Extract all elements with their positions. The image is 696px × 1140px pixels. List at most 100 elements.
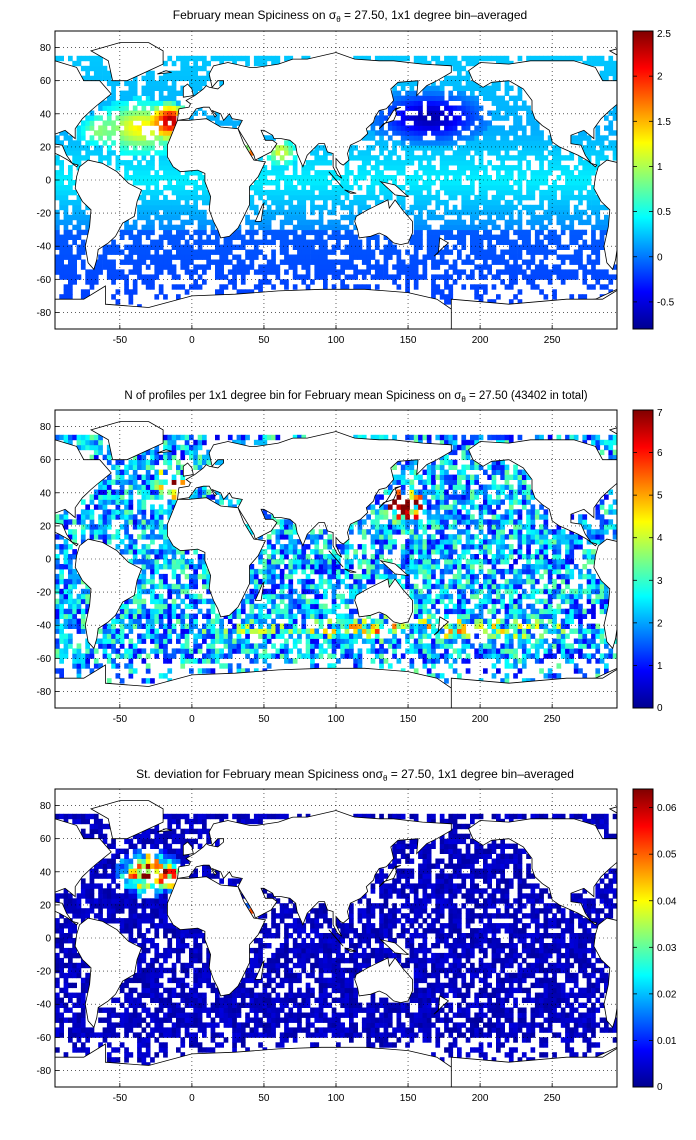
heatmap-cell [595, 658, 601, 664]
heatmap-cell [253, 209, 259, 216]
heatmap-cell [496, 274, 501, 280]
heatmap-cell [163, 554, 168, 560]
heatmap-cell [119, 259, 125, 265]
heatmap-cell [353, 239, 358, 245]
heatmap-cell [137, 259, 142, 265]
heatmap-cell [591, 204, 596, 211]
heatmap-cell [400, 115, 406, 121]
heatmap-cell [275, 564, 281, 570]
heatmap-cell [569, 170, 575, 176]
heatmap-cell [145, 175, 151, 181]
heatmap-cell [314, 219, 320, 226]
heatmap-cell [331, 573, 337, 580]
heatmap-cell [569, 269, 575, 275]
heatmap-cell [275, 628, 281, 634]
heatmap-cell [560, 165, 566, 171]
heatmap-cell [284, 643, 289, 649]
heatmap-cell [435, 105, 441, 111]
heatmap-cell [565, 155, 570, 161]
heatmap-cell [448, 564, 454, 570]
heatmap-cell [236, 613, 242, 619]
heatmap-cell [422, 568, 428, 575]
heatmap-cell [534, 643, 540, 649]
heatmap-cell [513, 633, 518, 639]
heatmap-cell [137, 95, 142, 101]
heatmap-cell [413, 239, 419, 245]
heatmap-cell [171, 603, 177, 610]
heatmap-cell [478, 140, 484, 146]
heatmap-cell [284, 160, 289, 166]
heatmap-cell [400, 140, 406, 146]
heatmap-cell [331, 648, 337, 654]
heatmap-cell [457, 219, 462, 226]
heatmap-cell [543, 234, 549, 240]
heatmap-cell [586, 554, 592, 560]
heatmap-cell [392, 643, 397, 649]
heatmap-cell [150, 204, 155, 211]
heatmap-cell [141, 204, 147, 211]
heatmap-cell [314, 160, 320, 166]
heatmap-cell [448, 593, 454, 600]
heatmap-cell [374, 648, 380, 654]
heatmap-cell [521, 170, 527, 176]
heatmap-cell [448, 105, 454, 111]
heatmap-cell [215, 289, 220, 295]
heatmap-cell [474, 239, 479, 245]
heatmap-cell [215, 259, 220, 265]
heatmap-cell [271, 199, 276, 206]
heatmap-cell [565, 598, 570, 605]
heatmap-cell [106, 274, 112, 280]
heatmap-cell [154, 613, 160, 619]
heatmap-cell [361, 170, 367, 176]
heatmap-cell [366, 648, 371, 654]
heatmap-cell [539, 204, 544, 211]
heatmap-cell [167, 130, 173, 136]
heatmap-cell [431, 80, 436, 87]
heatmap-cell [604, 214, 609, 221]
heatmap-cell [361, 628, 367, 634]
heatmap-cell [249, 618, 255, 624]
heatmap-cell [530, 219, 536, 226]
heatmap-cell [189, 194, 194, 201]
heatmap-cell [301, 279, 307, 285]
heatmap-cell [301, 274, 307, 280]
heatmap-cell [163, 199, 168, 206]
heatmap-cell [171, 199, 177, 206]
heatmap-cell [128, 135, 134, 141]
heatmap-cell [422, 165, 428, 171]
heatmap-cell [604, 115, 609, 121]
heatmap-cell [59, 239, 64, 245]
heatmap-cell [405, 145, 410, 151]
heatmap-cell [500, 618, 505, 624]
heatmap-cell [63, 189, 69, 196]
heatmap-cell [517, 568, 523, 575]
heatmap-cell [253, 603, 259, 610]
heatmap-cell [504, 85, 510, 91]
heatmap-cell [496, 95, 501, 101]
heatmap-cell [80, 125, 86, 131]
heatmap-cell [500, 254, 505, 260]
heatmap-cell [197, 274, 203, 280]
heatmap-cell [219, 249, 224, 255]
heatmap-cell [227, 55, 233, 62]
heatmap-cell [487, 120, 492, 126]
heatmap-cell [422, 598, 428, 605]
heatmap-cell [556, 593, 562, 600]
heatmap-cell [275, 199, 281, 206]
heatmap-cell [400, 125, 406, 131]
heatmap-cell [383, 249, 389, 255]
heatmap-cell [534, 234, 540, 240]
heatmap-cell [465, 85, 471, 91]
heatmap-cell [530, 603, 536, 610]
heatmap-cell [80, 249, 86, 255]
heatmap-cell [508, 554, 514, 560]
heatmap-cell [115, 299, 121, 305]
heatmap-cell [301, 549, 307, 555]
heatmap-cell [418, 559, 423, 565]
heatmap-cell [145, 279, 151, 285]
heatmap-cell [604, 603, 609, 610]
heatmap-cell [167, 249, 173, 255]
heatmap-cell [517, 209, 523, 216]
heatmap-cell [513, 135, 518, 141]
heatmap-cell [314, 264, 320, 270]
